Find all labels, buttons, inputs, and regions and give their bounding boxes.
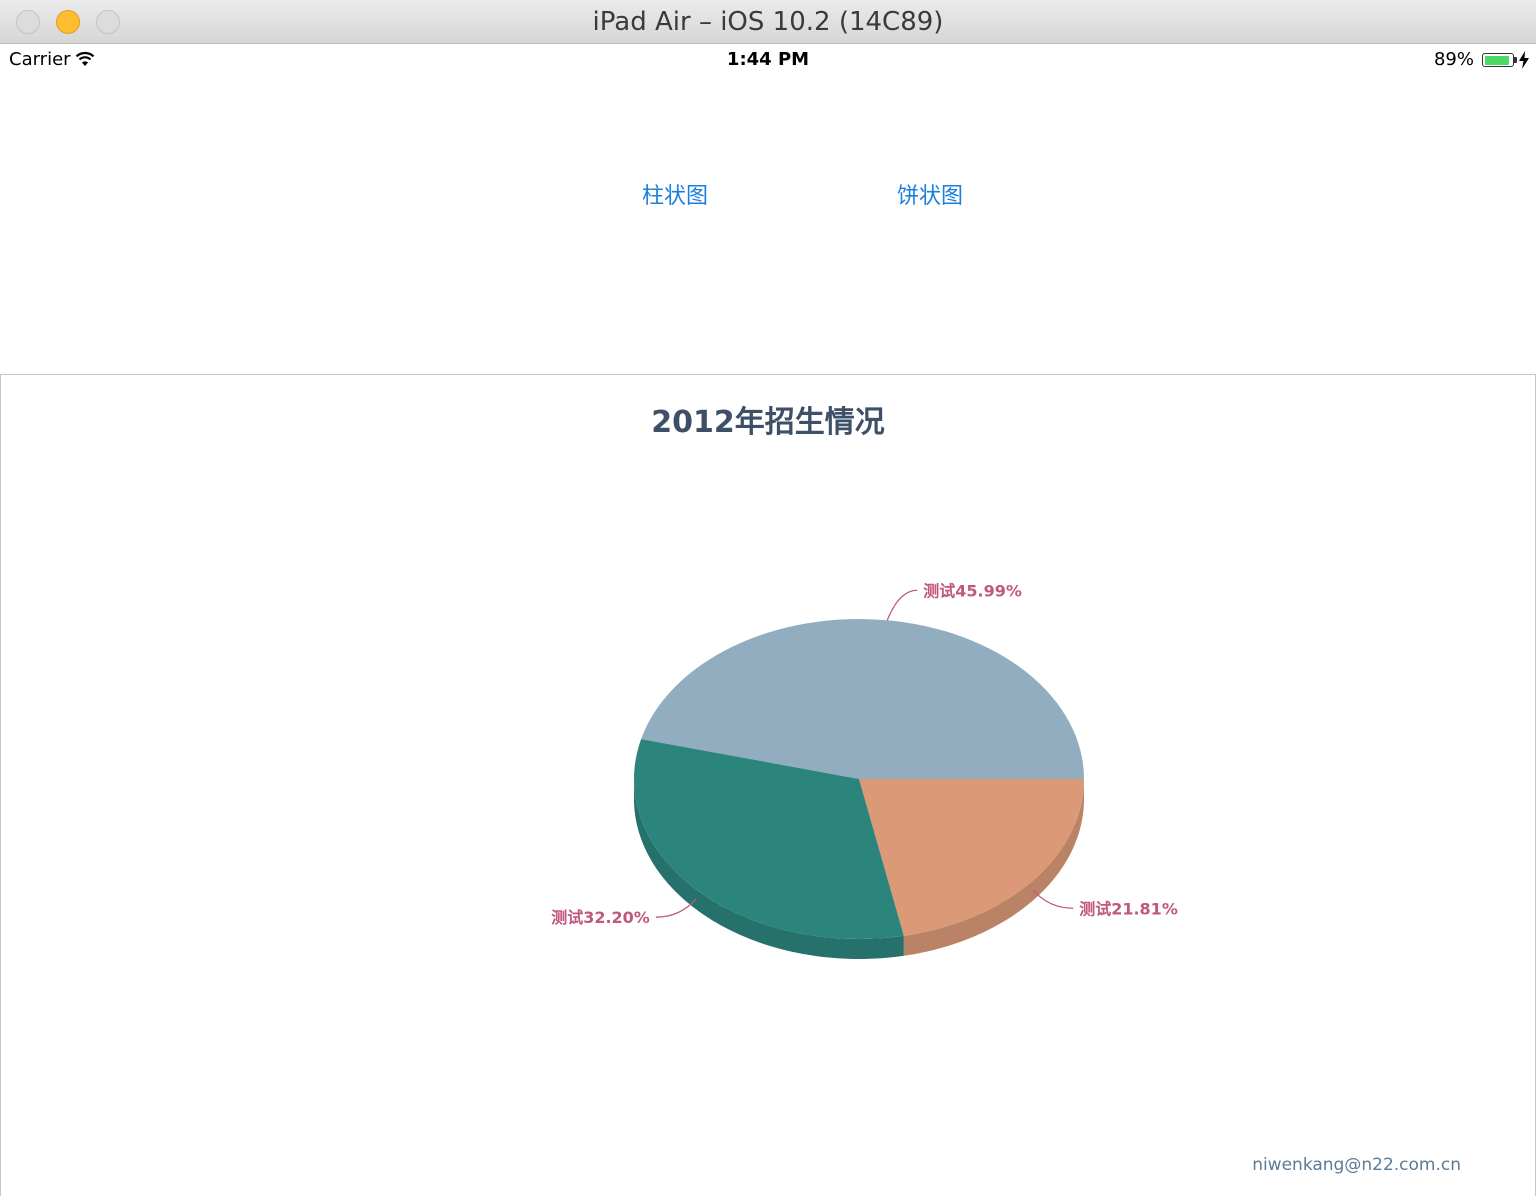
battery-nub <box>1514 57 1517 63</box>
clock: 1:44 PM <box>726 49 810 70</box>
title-bar: iPad Air – iOS 10.2 (14C89) <box>0 0 1536 44</box>
charging-bolt-icon <box>1519 51 1529 69</box>
bar-chart-button[interactable]: 柱状图 <box>642 178 708 210</box>
pie-label-connector-2 <box>655 898 697 918</box>
battery-icon <box>1482 53 1514 67</box>
pie-label-connector-0 <box>886 589 918 621</box>
pie-label-connector-1 <box>1032 889 1074 909</box>
pie-sides <box>634 779 1084 959</box>
pie-label-0: 测试45.99% <box>923 581 1022 600</box>
battery-percent: 89% <box>1433 49 1474 70</box>
chart-title: 2012年招生情况 <box>651 405 885 440</box>
pie-slice-2 <box>634 739 904 939</box>
pie-label-1: 测试21.81% <box>1079 899 1178 918</box>
pie-side-2 <box>634 779 904 959</box>
window-title: iPad Air – iOS 10.2 (14C89) <box>592 7 944 37</box>
wifi-icon <box>75 51 95 66</box>
pie-label-2: 测试32.20% <box>551 908 650 927</box>
status-bar: Carrier 1:44 PM 89% <box>0 44 1536 76</box>
close-window-button[interactable] <box>16 10 40 34</box>
carrier-label: Carrier <box>9 49 71 70</box>
zoom-window-button[interactable] <box>96 10 120 34</box>
pie-chart: 测试45.99% 测试21.81% 测试32.20% <box>551 581 1178 959</box>
pie-chart-button[interactable]: 饼状图 <box>897 178 963 210</box>
chart-webview: 2012年招生情况 测试45.99% 测试21.81% 测试32.20% niwen… <box>0 374 1536 1196</box>
pie-slice-0 <box>641 619 1084 779</box>
pie-side-1 <box>903 779 1084 956</box>
battery-fill <box>1484 55 1509 65</box>
minimize-window-button[interactable] <box>56 10 80 34</box>
pie-slice-1 <box>859 779 1084 936</box>
credit-link[interactable]: niwenkang@n22.com.cn <box>1252 1155 1461 1175</box>
